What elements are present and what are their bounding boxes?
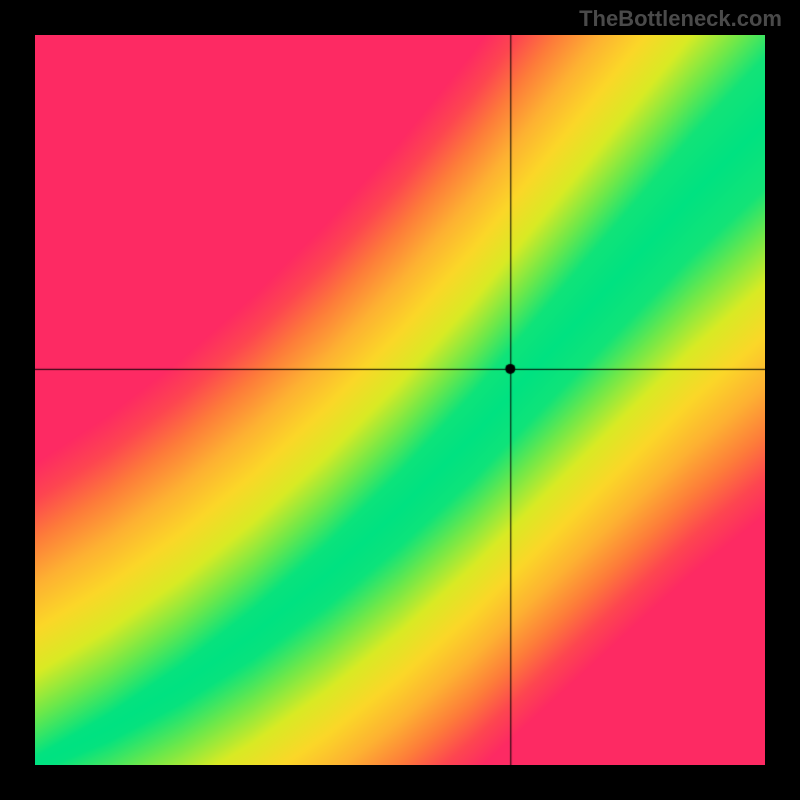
heatmap-canvas [35,35,765,765]
bottleneck-heatmap [35,35,765,765]
watermark-text: TheBottleneck.com [579,6,782,32]
